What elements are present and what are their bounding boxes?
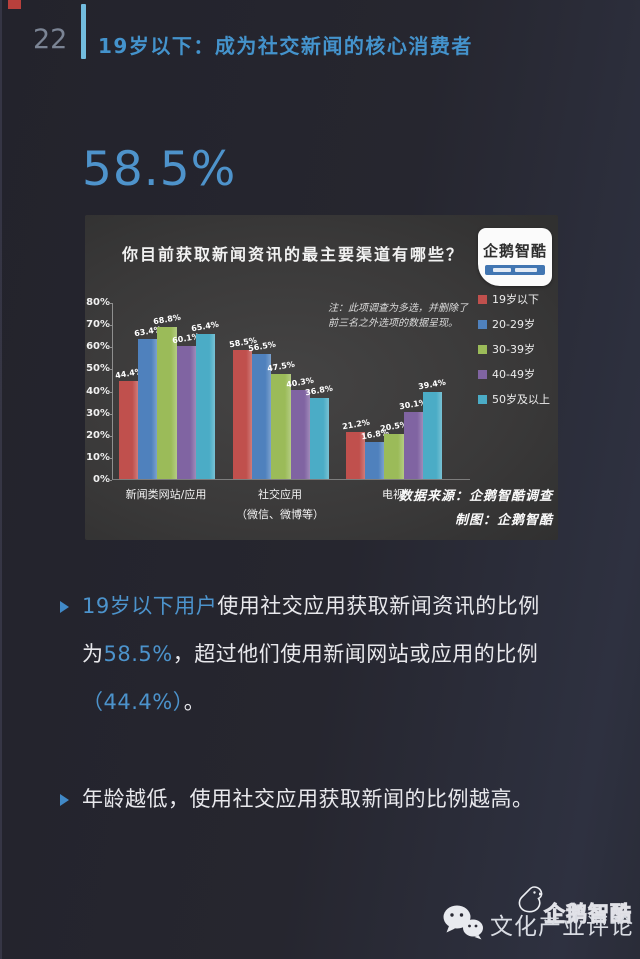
legend-swatch — [478, 369, 487, 379]
legend-label: 40-49岁 — [492, 368, 535, 381]
chart-title: 你目前获取新闻资讯的最主要渠道有哪些？ — [121, 245, 464, 264]
penguin-intelligence-watermark: 企鹅智酷 — [514, 886, 632, 928]
chart-note: 注：此项调查为多选，并删除了 前三名之外选项的数据呈现。 — [328, 303, 468, 329]
bar: 21.2% — [341, 418, 370, 479]
bar-group: 21.2% 16.8% 20.5% 30.1% 39.4% — [341, 303, 447, 479]
page-title: 19岁以下：成为社交新闻的核心消费者 — [98, 34, 473, 58]
corner-mark — [8, 0, 21, 9]
bullet-text-1: 19岁以下用户使用社交应用获取新闻资讯的比例 为58.5%，超过他们使用新闻网站或… — [82, 594, 540, 714]
bar: 68.8% — [153, 312, 181, 479]
bullet-marker — [60, 601, 69, 613]
y-tick-mark — [108, 347, 112, 349]
bar: 58.5% — [228, 335, 257, 479]
y-tick-label: 80% — [86, 297, 110, 308]
penguin-intelligence-logo-badge: 企鹅智酷 — [478, 228, 552, 286]
legend-item: 40-49岁 — [478, 366, 550, 382]
legend-label: 30-39岁 — [492, 343, 535, 356]
bar: 60.1% — [172, 332, 201, 479]
y-tick-label: 50% — [86, 363, 110, 375]
y-tick-label: 60% — [86, 341, 110, 353]
legend-swatch — [478, 294, 487, 304]
x-category-label: 社交应用 （微信、微博等） — [236, 488, 324, 521]
wechat-account-watermark: 文化产业评论 — [442, 903, 634, 945]
y-tick-label: 40% — [86, 385, 110, 397]
bar-value-label: 39.4% — [417, 377, 447, 392]
big-stat-value: 58.5% — [82, 142, 237, 197]
legend-label: 50岁及以上 — [492, 393, 550, 406]
wechat-icon — [442, 903, 484, 945]
plot-area: 44.4% 63.4% 68.8% 60.1% 65.4% 58.5% 56.5% 47.5%… — [112, 303, 470, 480]
y-tick-mark — [108, 369, 112, 371]
chart-legend: 19岁以下 20-29岁 30-39岁 40-49岁 50岁及以上 — [478, 291, 550, 416]
page-number: 22 — [33, 24, 68, 55]
bar: 44.4% — [114, 366, 143, 479]
chart-panel: 你目前获取新闻资讯的最主要渠道有哪些？ 企鹅智酷 注：此项调查为多选，并删除了前… — [85, 215, 558, 540]
y-tick-mark — [108, 457, 112, 459]
y-tick-label: 10% — [86, 451, 110, 463]
chart-source: 数据来源：企鹅智酷调查 制图：企鹅智酷 — [398, 489, 553, 529]
y-tick-label: 0% — [93, 474, 110, 485]
legend-item: 19岁以下 — [478, 291, 550, 307]
x-category-label: 电视 — [382, 488, 404, 501]
y-tick-mark — [108, 303, 112, 304]
bar-value-label: 68.8% — [152, 312, 182, 327]
logo-tagline-strip — [485, 264, 545, 275]
bullet-text-2: 年龄越低，使用社交应用获取新闻的比例越高。 — [82, 787, 534, 811]
y-tick-label: 20% — [86, 429, 110, 441]
bar: 63.4% — [133, 324, 162, 479]
bar: 36.8% — [305, 383, 334, 479]
left-edge-line — [0, 0, 2, 959]
logo-label: 企鹅智酷 — [482, 241, 547, 260]
bar: 40.3% — [286, 376, 315, 479]
y-tick-mark — [108, 413, 112, 415]
legend-swatch — [478, 394, 487, 404]
y-tick-mark — [108, 325, 112, 327]
bar: 56.5% — [247, 340, 276, 479]
legend-item: 50岁及以上 — [478, 391, 550, 407]
legend-item: 20-29岁 — [478, 316, 550, 332]
bar-value-label: 21.2% — [341, 417, 371, 432]
bar-group: 44.4% 63.4% 68.8% 60.1% 65.4% — [114, 303, 220, 479]
bar: 65.4% — [191, 320, 220, 479]
header-accent-bar — [81, 4, 86, 59]
legend-swatch — [478, 344, 487, 354]
penguin-icon — [514, 886, 544, 918]
bar: 30.1% — [399, 398, 428, 479]
y-tick-label: 70% — [86, 319, 110, 331]
wechat-watermark-label: 文化产业评论 — [490, 914, 634, 940]
y-tick-mark — [108, 480, 112, 481]
y-tick-label: 30% — [86, 407, 110, 419]
legend-label: 19岁以下 — [492, 293, 539, 306]
y-tick-mark — [108, 391, 112, 393]
bar-value-label: 65.4% — [190, 319, 220, 334]
penguin-watermark-label: 企鹅智酷 — [544, 902, 632, 927]
legend-item: 30-39岁 — [478, 341, 550, 357]
bar: 16.8% — [360, 428, 389, 479]
legend-swatch — [478, 319, 487, 329]
bar: 20.5% — [380, 419, 408, 479]
legend-label: 20-29岁 — [492, 318, 535, 331]
y-tick-mark — [108, 435, 112, 437]
bullet-marker — [60, 794, 69, 806]
bar-group: 58.5% 56.5% 47.5% 40.3% 36.8% — [228, 303, 334, 479]
bar: 47.5% — [267, 360, 295, 479]
bar: 39.4% — [418, 377, 447, 479]
x-category-label: 新闻类网站/应用 — [125, 488, 207, 501]
